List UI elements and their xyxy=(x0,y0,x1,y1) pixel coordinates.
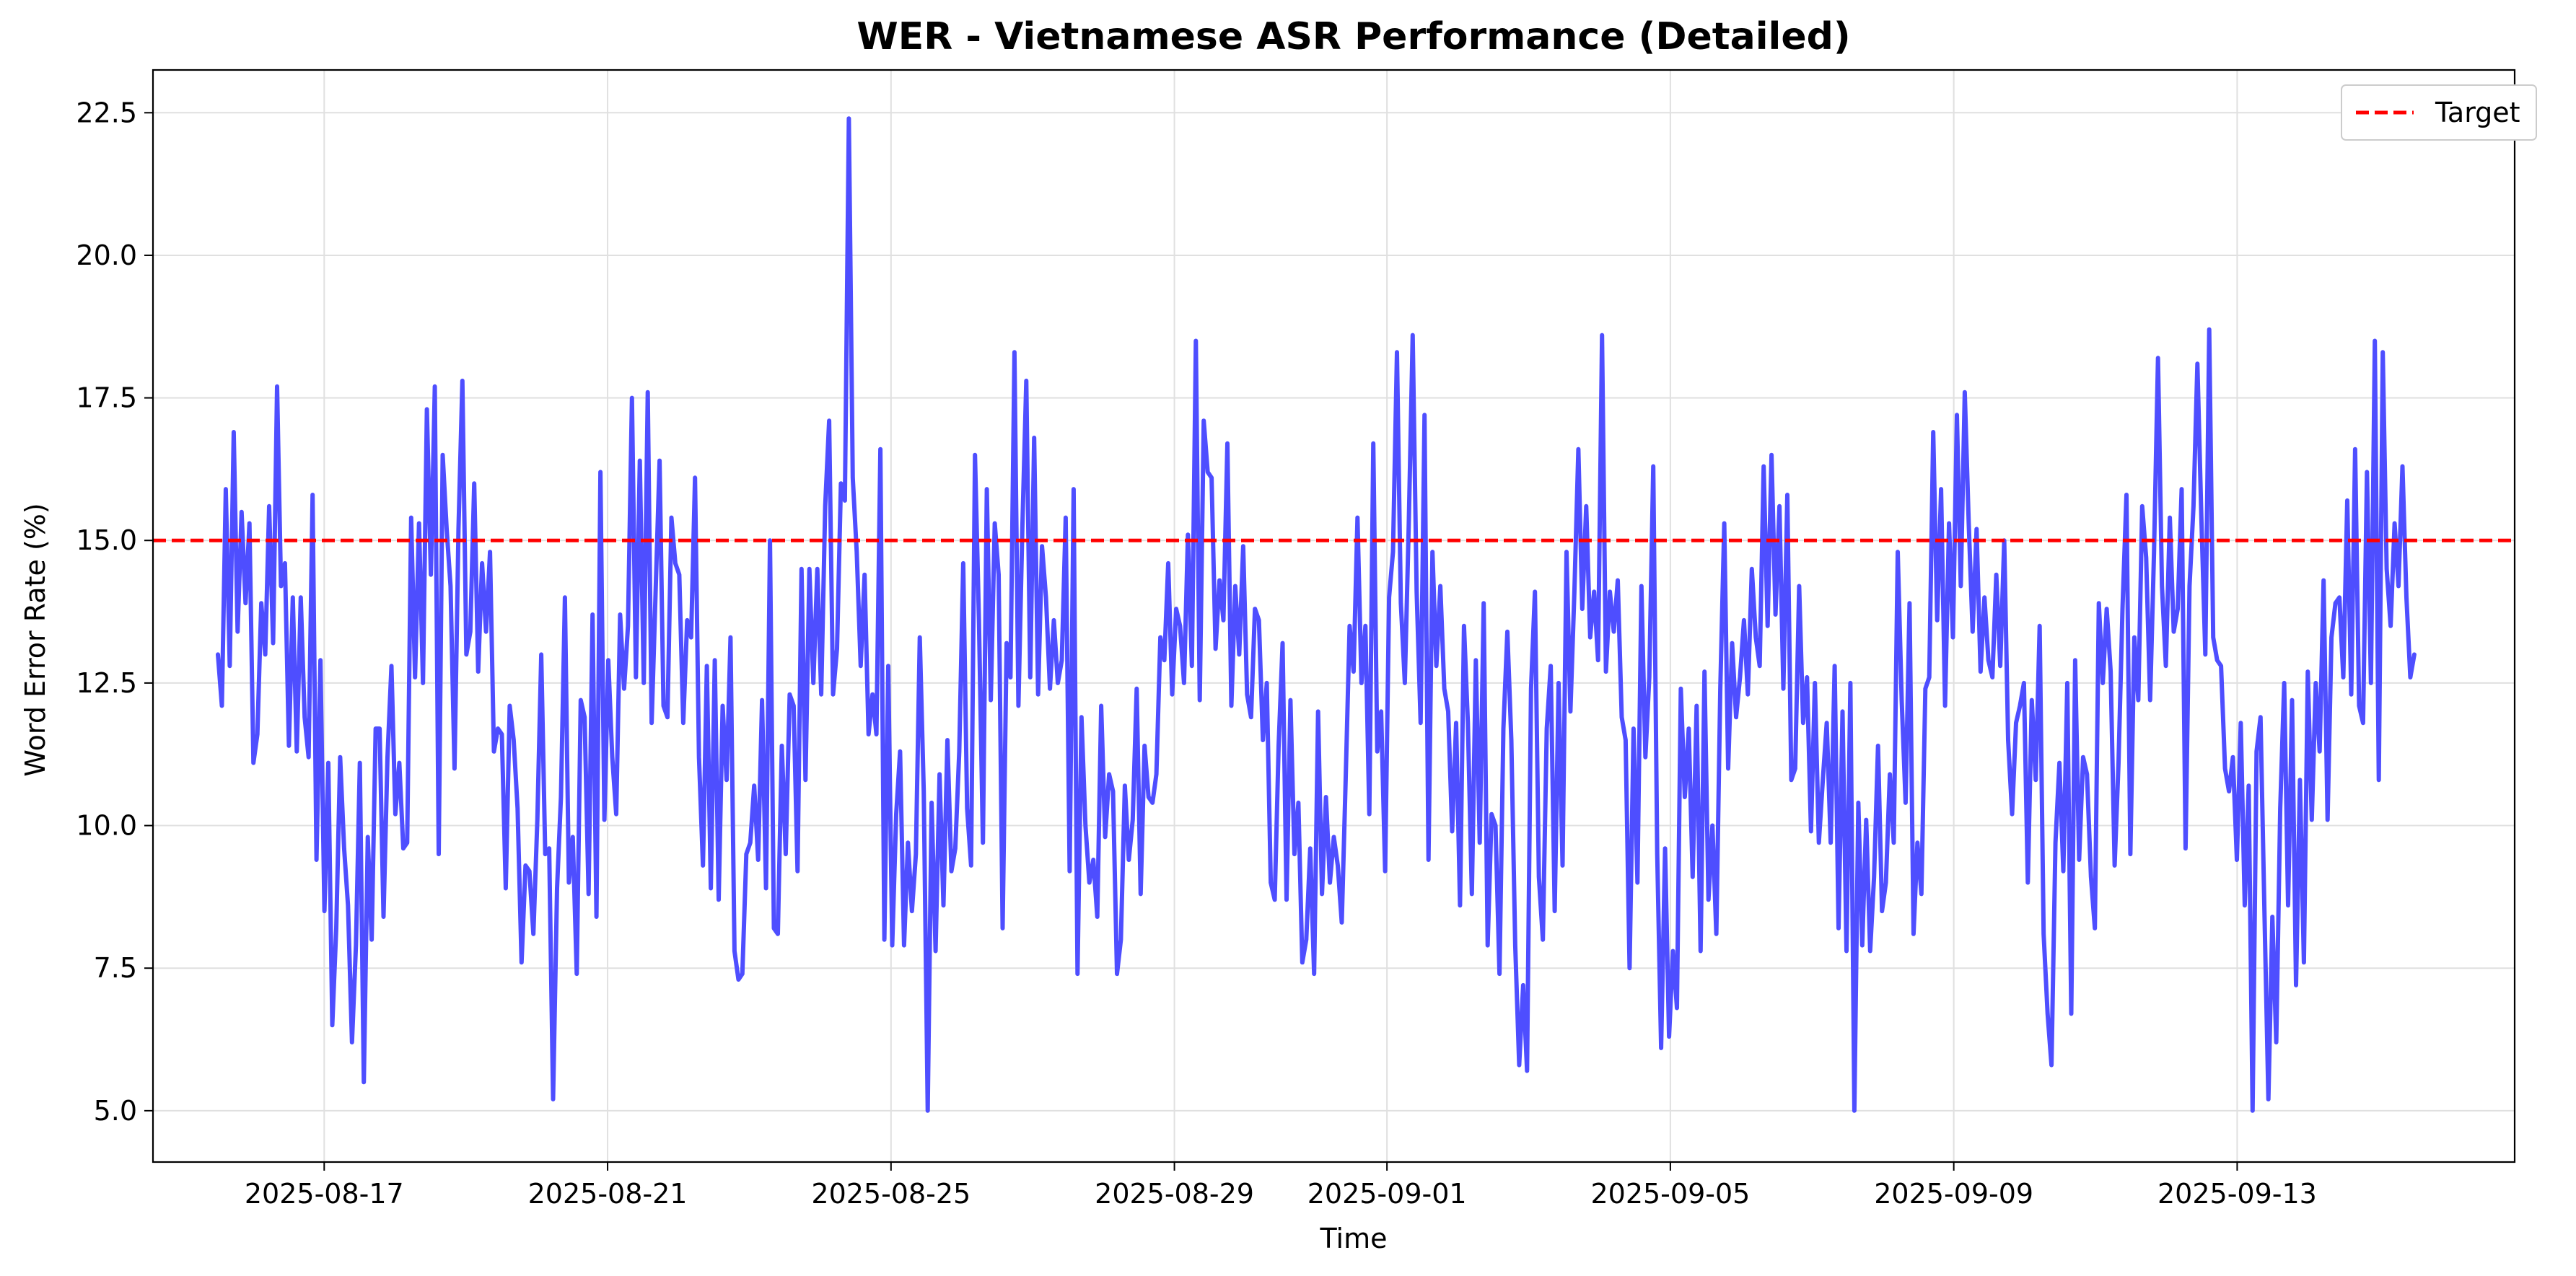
legend-box xyxy=(2341,84,2537,141)
y-tick-label: 20.0 xyxy=(76,239,137,271)
x-tick-label: 2025-08-17 xyxy=(245,1178,404,1210)
y-tick-label: 22.5 xyxy=(76,97,137,128)
y-tick-label: 5.0 xyxy=(94,1095,137,1127)
x-tick-label: 2025-09-13 xyxy=(2157,1178,2317,1210)
y-tick-label: 7.5 xyxy=(94,952,137,984)
x-tick-label: 2025-09-01 xyxy=(1307,1178,1467,1210)
x-axis-label: Time xyxy=(1320,1223,1388,1254)
x-tick-label: 2025-09-05 xyxy=(1590,1178,1750,1210)
legend-label-target: Target xyxy=(2435,97,2520,128)
x-tick-label: 2025-08-25 xyxy=(811,1178,971,1210)
plot-lines xyxy=(153,116,2515,1113)
chart-title: WER - Vietnamese ASR Performance (Detail… xyxy=(857,15,1850,58)
x-tick-label: 2025-09-09 xyxy=(1874,1178,2033,1210)
y-tick-label: 12.5 xyxy=(76,667,137,699)
x-tick-label: 2025-08-29 xyxy=(1095,1178,1254,1210)
y-axis-label: Word Error Rate (%) xyxy=(19,503,51,776)
y-tick-label: 10.0 xyxy=(76,810,137,842)
wer-series-line xyxy=(216,116,2417,1113)
y-tick-label: 15.0 xyxy=(76,524,137,556)
plot-frame xyxy=(152,69,2516,1163)
grid xyxy=(153,70,2515,1162)
x-tick-label: 2025-08-21 xyxy=(528,1178,688,1210)
axis-ticks: 2025-08-17 2025-08-21 2025-08-25 2025-08-29… xyxy=(76,97,2316,1210)
y-tick-label: 17.5 xyxy=(76,382,137,414)
legend: Target xyxy=(2341,84,2537,141)
